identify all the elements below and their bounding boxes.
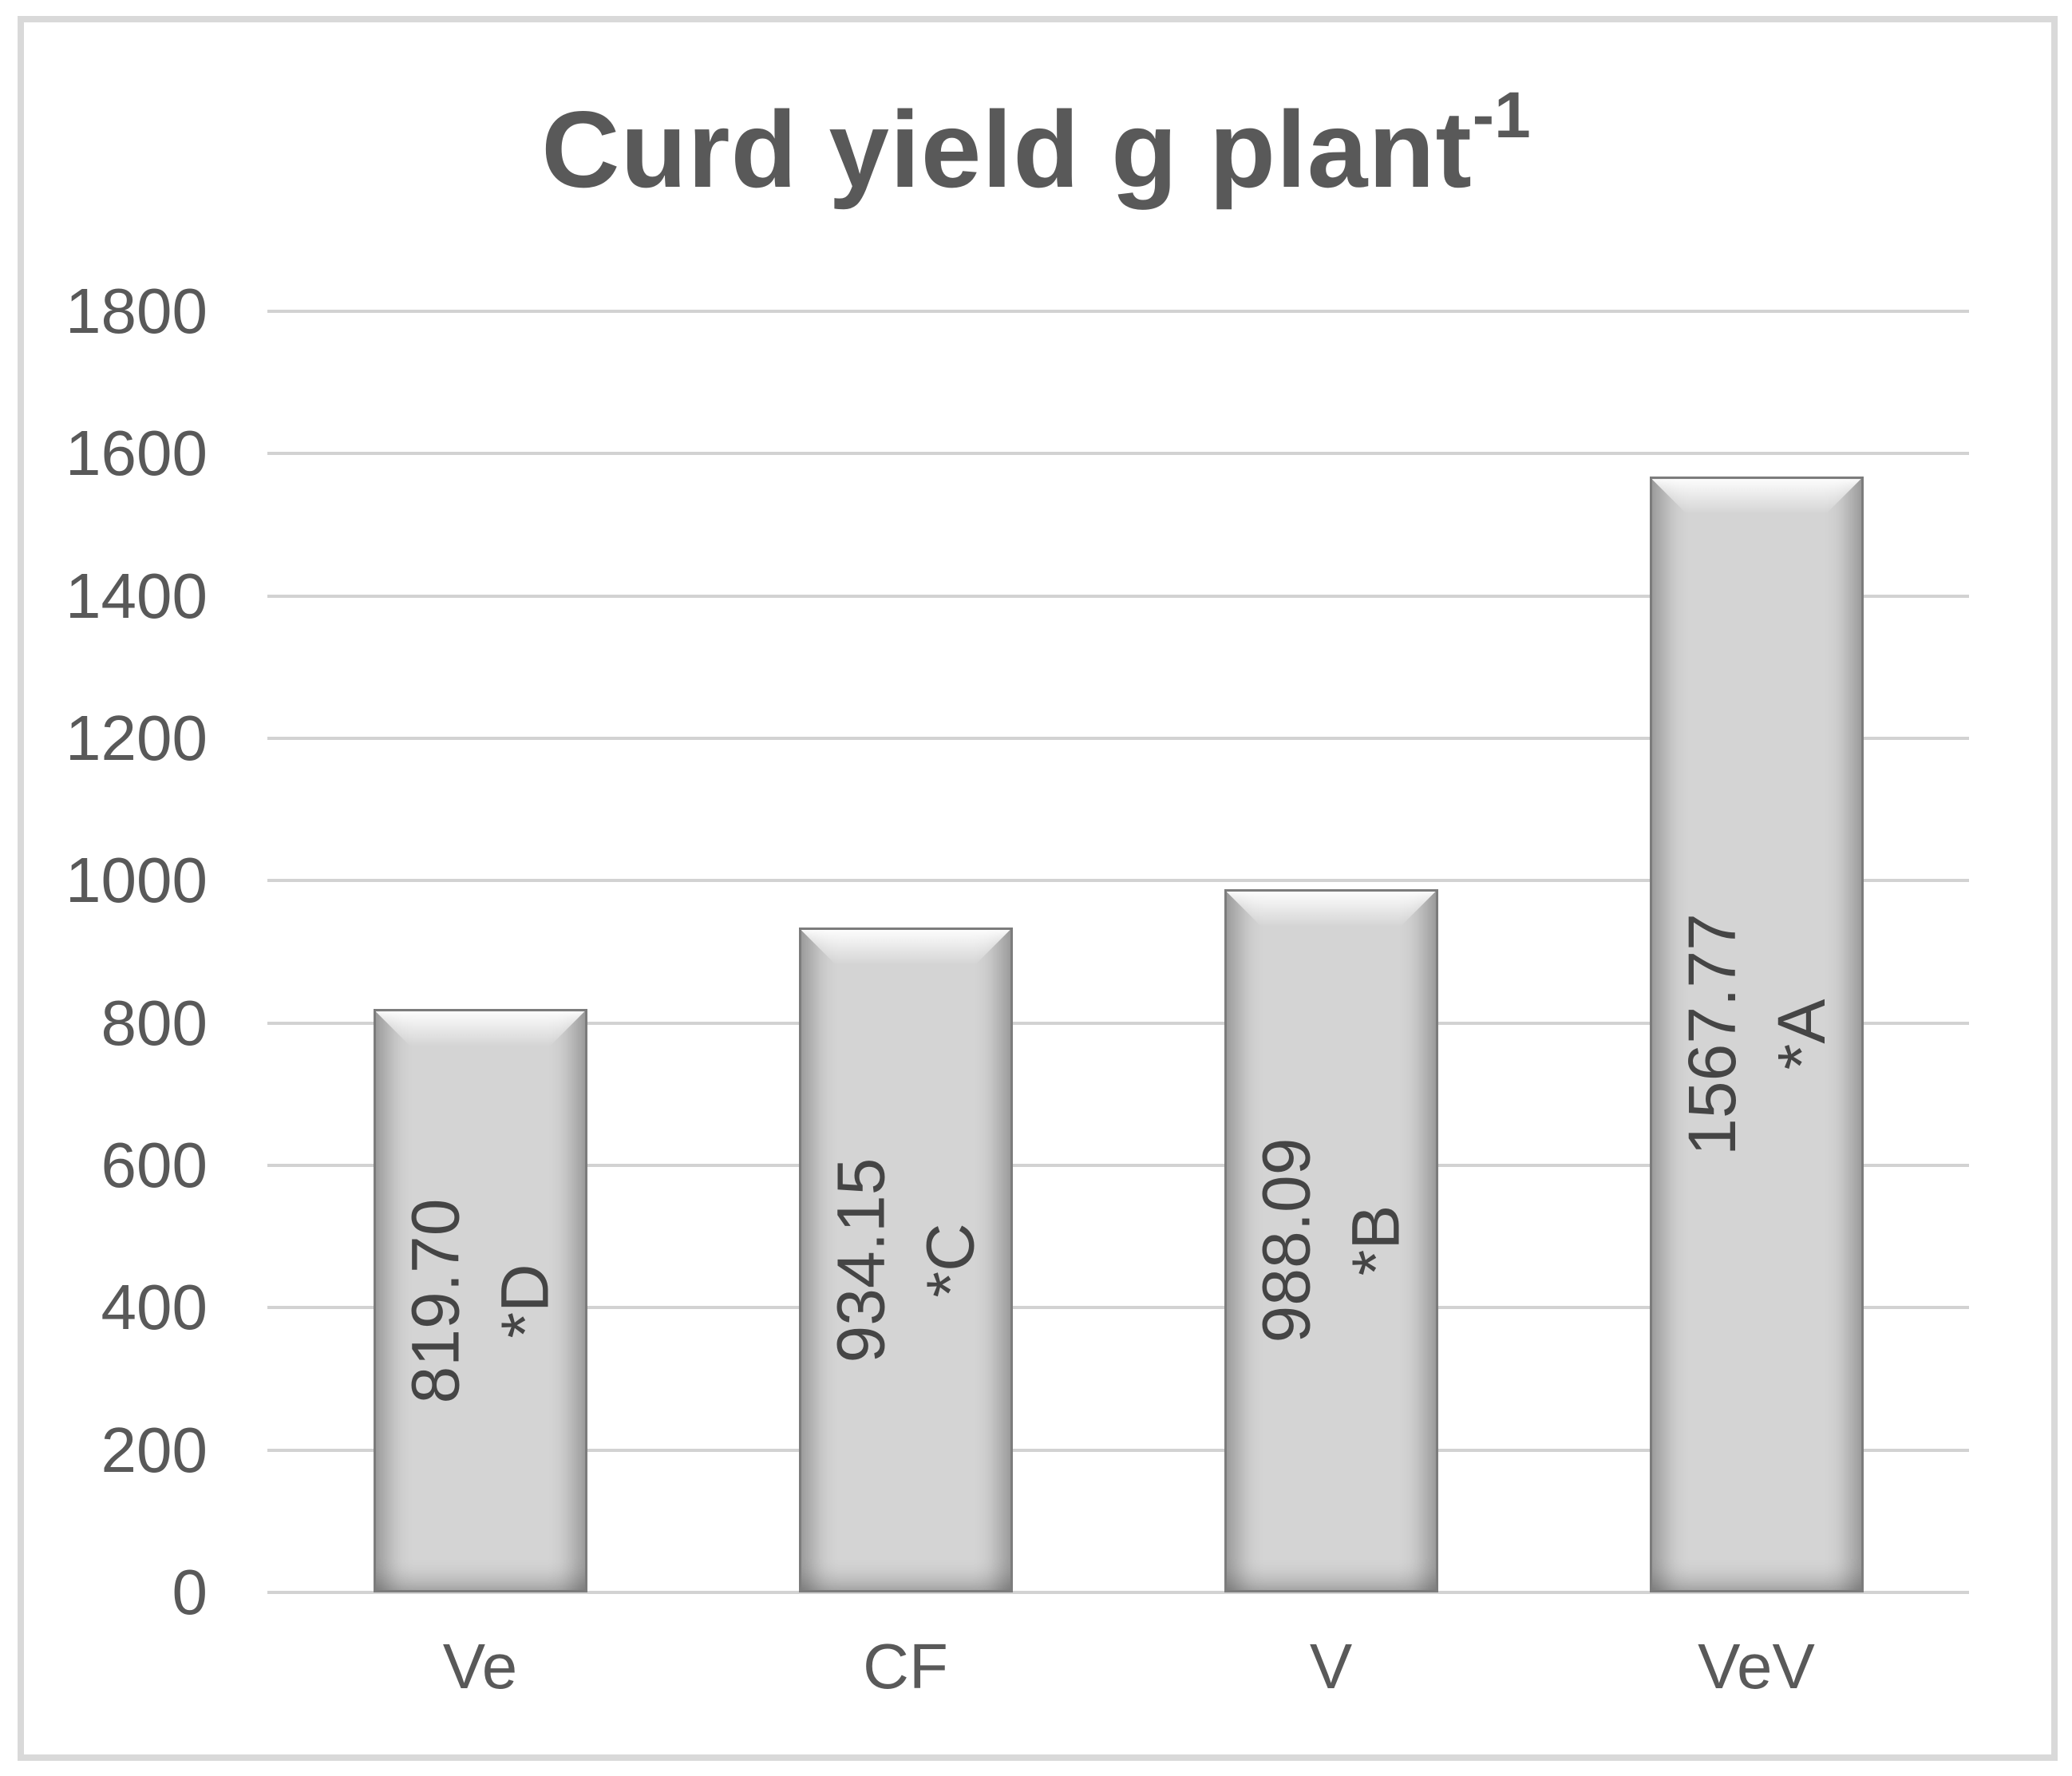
gridline — [267, 1306, 1969, 1310]
x-tick-label-Ve: Ve — [442, 1631, 518, 1702]
bar-label: 819.70 *D — [376, 1011, 585, 1590]
y-tick-label: 1800 — [65, 275, 208, 346]
gridline — [267, 452, 1969, 456]
bar-Ve: 819.70 *D — [373, 1009, 587, 1592]
chart-title: Curd yield g plant-1 — [0, 79, 2072, 210]
bar-value-label: 988.09 — [1248, 1137, 1324, 1343]
gridline — [267, 1448, 1969, 1452]
bar-significance-label: *D — [487, 1263, 563, 1339]
x-tick-label-VeV: VeV — [1698, 1631, 1815, 1702]
bar-value-label: 1567.77 — [1674, 913, 1750, 1156]
gridline — [267, 879, 1969, 883]
x-tick-label-CF: CF — [863, 1631, 948, 1702]
bar-value-label: 934.15 — [823, 1157, 899, 1363]
bar-V: 988.09 *B — [1224, 888, 1438, 1592]
bar-significance-label: *A — [1763, 999, 1839, 1070]
y-tick-label: 600 — [101, 1129, 208, 1200]
chart-title-text: Curd yield g plant — [541, 89, 1473, 210]
gridline — [267, 737, 1969, 740]
x-tick-label-V: V — [1309, 1631, 1353, 1702]
gridline — [267, 1164, 1969, 1167]
bar-significance-label: *C — [912, 1222, 988, 1298]
bar-label-rotated: 988.09 *B — [1241, 1138, 1420, 1343]
bar-significance-label: *B — [1338, 1205, 1414, 1276]
bar-label-rotated: 1567.77 *A — [1667, 913, 1846, 1156]
bar-label: 1567.77 *A — [1652, 479, 1861, 1590]
y-tick-label: 800 — [101, 987, 208, 1058]
y-tick-label: 0 — [172, 1556, 208, 1628]
y-tick-label: 1400 — [65, 560, 208, 631]
bar-label: 988.09 *B — [1227, 892, 1436, 1590]
bar-label-rotated: 819.70 *D — [390, 1198, 569, 1403]
y-tick-label: 1000 — [65, 844, 208, 916]
y-tick-label: 200 — [101, 1414, 208, 1485]
plot-area: 0 200 400 600 800 1000 1200 1400 1600 1800 819.70… — [65, 277, 1969, 1702]
bar-VeV: 1567.77 *A — [1649, 477, 1864, 1592]
gridline — [267, 594, 1969, 598]
gridline — [267, 1591, 1969, 1594]
bar-label-rotated: 934.15 *C — [816, 1157, 994, 1363]
bar-value-label: 819.70 — [397, 1198, 473, 1403]
y-tick-label: 1600 — [65, 417, 208, 489]
gridline — [267, 310, 1969, 313]
y-tick-label: 1200 — [65, 702, 208, 773]
gridline — [267, 1021, 1969, 1025]
bar-label: 934.15 *C — [801, 930, 1010, 1590]
chart-title-superscript: -1 — [1472, 79, 1531, 152]
bar-CF: 934.15 *C — [798, 928, 1013, 1592]
y-tick-label: 400 — [101, 1272, 208, 1343]
